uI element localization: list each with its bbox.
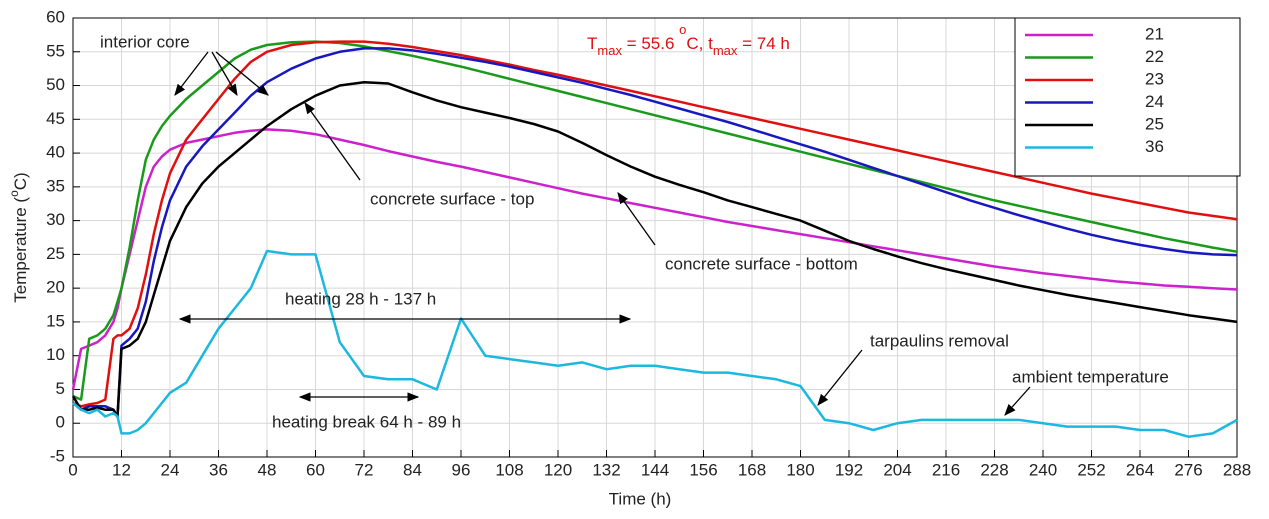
annotation-arrow — [215, 51, 269, 96]
annotation-arrow — [304, 102, 361, 181]
series-line — [71, 80, 1238, 418]
x-tick-label: 72 — [355, 460, 374, 479]
x-tick-label: 288 — [1223, 460, 1251, 479]
legend-label: 36 — [1145, 137, 1164, 156]
x-tick-label: 144 — [641, 460, 669, 479]
x-axis-label: Time (h) — [609, 489, 672, 508]
annotation: interior core — [100, 32, 190, 51]
series-line — [72, 40, 1238, 401]
x-tick-label: 204 — [883, 460, 911, 479]
annotation-arrow — [1004, 386, 1031, 416]
tmax-label: Tmax = 55.6 oC, tmax = 74 h — [587, 22, 790, 58]
y-tick-label: 0 — [56, 413, 65, 432]
y-tick-label: 55 — [46, 41, 65, 60]
series-line — [72, 47, 1238, 418]
x-tick-label: 24 — [161, 460, 180, 479]
y-tick-label: 10 — [46, 345, 65, 364]
plot-frame — [72, 17, 1238, 458]
annotation-arrow — [617, 192, 656, 246]
annotation: ambient temperature — [1012, 367, 1169, 386]
y-axis-label-part: o — [7, 190, 21, 197]
legend-label: 23 — [1145, 69, 1164, 88]
y-tick-label: 50 — [46, 75, 65, 94]
x-tick-label: 276 — [1174, 460, 1202, 479]
x-tick-label: 156 — [689, 460, 717, 479]
annotation-arrow — [211, 51, 238, 97]
tmax-label-part: = 55.6 — [622, 34, 679, 53]
x-tick-label: 96 — [452, 460, 471, 479]
tmax-label-part: = 74 h — [737, 34, 789, 53]
x-tick-label: 168 — [738, 460, 766, 479]
legend-label: 21 — [1145, 24, 1164, 43]
x-tick-label: 48 — [258, 460, 277, 479]
x-tick-label: 180 — [786, 460, 814, 479]
x-tick-label: 0 — [68, 460, 77, 479]
x-tick-label: 84 — [403, 460, 422, 479]
tmax-label-part: max — [597, 43, 622, 58]
y-tick-label: 60 — [46, 7, 65, 26]
x-tick-label: 264 — [1126, 460, 1154, 479]
annotation-arrow — [174, 51, 209, 96]
x-tick-label: 252 — [1077, 460, 1105, 479]
y-tick-label: 45 — [46, 109, 65, 128]
annotation: tarpaulins removal — [870, 331, 1009, 350]
x-tick-label: 132 — [592, 460, 620, 479]
x-tick-label: 60 — [306, 460, 325, 479]
y-tick-label: 20 — [46, 278, 65, 297]
legend-label: 22 — [1145, 47, 1164, 66]
y-tick-label: 35 — [46, 176, 65, 195]
tmax-label-part: max — [713, 43, 738, 58]
series-line — [72, 249, 1238, 438]
x-tick-label: 216 — [932, 460, 960, 479]
y-tick-label: -5 — [50, 446, 65, 465]
annotation-arrow — [817, 349, 863, 406]
y-tick-label: 40 — [46, 143, 65, 162]
series-line — [71, 128, 1238, 390]
y-tick-label: 25 — [46, 244, 65, 263]
y-tick-label: 5 — [56, 379, 65, 398]
y-tick-label: 30 — [46, 210, 65, 229]
legend-box — [1014, 17, 1241, 177]
x-tick-label: 12 — [112, 460, 131, 479]
y-axis-label: Temperature (oC) — [7, 172, 30, 302]
tmax-label-part: T — [587, 34, 597, 53]
y-axis-label-part: Temperature ( — [11, 197, 30, 303]
annotation: heating break 64 h - 89 h — [272, 412, 461, 431]
annotation: concrete surface - top — [370, 189, 534, 208]
x-tick-label: 228 — [980, 460, 1008, 479]
y-axis-label-part: C) — [11, 172, 30, 190]
series-line — [72, 40, 1238, 408]
y-tick-label: 15 — [46, 311, 65, 330]
tmax-label-part: C, t — [686, 34, 713, 53]
tmax-label-part: o — [679, 22, 686, 37]
x-tick-label: 192 — [835, 460, 863, 479]
annotation: concrete surface - bottom — [665, 254, 858, 273]
x-tick-label: 36 — [209, 460, 228, 479]
legend-label: 24 — [1145, 92, 1164, 111]
annotation: heating 28 h - 137 h — [285, 289, 436, 308]
x-tick-label: 240 — [1029, 460, 1057, 479]
x-tick-label: 108 — [495, 460, 523, 479]
x-tick-label: 120 — [544, 460, 572, 479]
legend-label: 25 — [1145, 114, 1164, 133]
